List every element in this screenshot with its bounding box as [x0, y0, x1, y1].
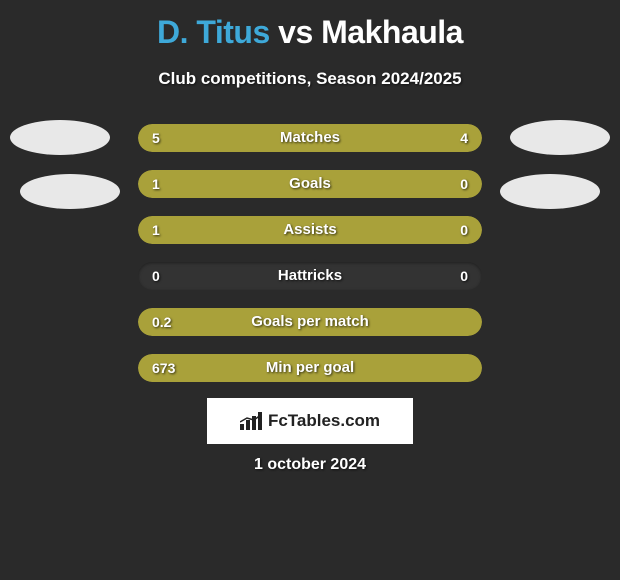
- stat-label: Goals per match: [138, 308, 482, 336]
- player-right-avatar-2: [500, 174, 600, 209]
- stats-bars: Matches54Goals10Assists10Hattricks00Goal…: [138, 124, 482, 400]
- subtitle: Club competitions, Season 2024/2025: [0, 69, 620, 89]
- stat-value-right: 0: [460, 216, 468, 244]
- stat-row: Matches5 4: [138, 124, 482, 152]
- stat-value-left: 0: [152, 262, 160, 290]
- player-right-name: Makhaula: [321, 14, 463, 50]
- logo-chart-icon: [240, 412, 262, 430]
- player-left-avatar-2: [20, 174, 120, 209]
- stat-row: Goals1 0: [138, 170, 482, 198]
- fctables-logo: FcTables.com: [207, 398, 413, 444]
- vs-text: vs: [278, 14, 313, 50]
- stat-value-left: 5: [152, 124, 160, 152]
- stat-value-left: 673: [152, 354, 175, 382]
- player-right-avatar-1: [510, 120, 610, 155]
- stat-value-right: 0: [460, 262, 468, 290]
- logo-text: FcTables.com: [268, 411, 380, 431]
- stat-label: Min per goal: [138, 354, 482, 382]
- stat-label: Goals: [138, 170, 482, 198]
- player-left-name: D. Titus: [157, 14, 270, 50]
- stat-label: Matches: [138, 124, 482, 152]
- player-left-avatar-1: [10, 120, 110, 155]
- comparison-title: D. Titus vs Makhaula: [0, 0, 620, 51]
- stat-value-left: 1: [152, 216, 160, 244]
- stat-label: Assists: [138, 216, 482, 244]
- stat-value-left: 1: [152, 170, 160, 198]
- stat-row: Hattricks0 0: [138, 262, 482, 290]
- date-text: 1 october 2024: [0, 456, 620, 474]
- stat-value-right: 0: [460, 170, 468, 198]
- stat-value-left: 0.2: [152, 308, 171, 336]
- stat-row: Assists1 0: [138, 216, 482, 244]
- stat-label: Hattricks: [138, 262, 482, 290]
- stat-value-right: 4: [460, 124, 468, 152]
- stat-row: Goals per match0.2: [138, 308, 482, 336]
- stat-row: Min per goal673: [138, 354, 482, 382]
